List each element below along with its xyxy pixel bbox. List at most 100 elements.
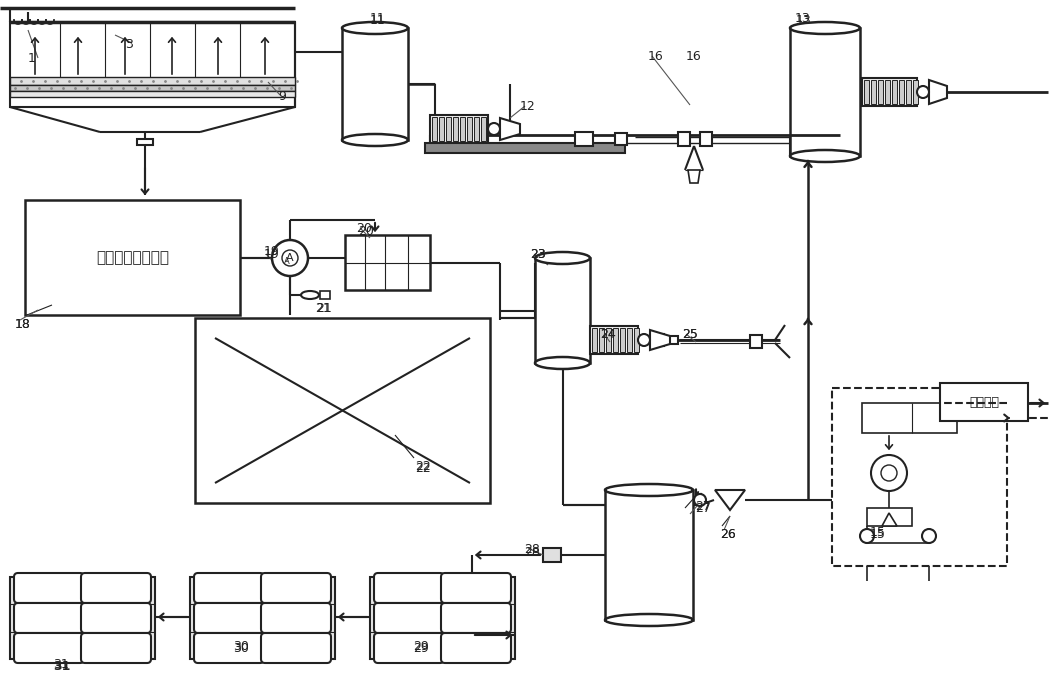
Bar	[446, 117, 452, 141]
Bar	[345, 235, 430, 290]
Text: 24: 24	[600, 328, 615, 341]
Text: 27: 27	[695, 500, 711, 513]
Bar	[872, 80, 876, 104]
Bar	[25, 200, 240, 315]
Bar	[867, 508, 912, 526]
Text: 18: 18	[15, 318, 30, 331]
FancyBboxPatch shape	[374, 633, 444, 663]
Bar	[862, 78, 917, 106]
Bar	[678, 132, 690, 146]
Bar	[481, 117, 486, 141]
Text: 25: 25	[682, 328, 698, 341]
Text: 9: 9	[278, 90, 286, 103]
Bar	[430, 115, 488, 143]
Bar	[878, 80, 883, 104]
Bar	[700, 132, 712, 146]
FancyBboxPatch shape	[81, 633, 151, 663]
Polygon shape	[650, 330, 670, 350]
Bar	[474, 117, 479, 141]
Text: 3: 3	[125, 38, 133, 51]
Bar	[605, 490, 693, 620]
Bar	[864, 80, 869, 104]
FancyBboxPatch shape	[441, 633, 511, 663]
FancyBboxPatch shape	[194, 633, 264, 663]
Text: 19: 19	[264, 245, 279, 258]
Bar	[832, 388, 1007, 566]
Ellipse shape	[605, 614, 693, 626]
Ellipse shape	[342, 22, 408, 34]
Text: 垃圾滲濾液收集池: 垃圾滲濾液收集池	[96, 250, 169, 265]
Bar	[892, 80, 897, 104]
Bar	[620, 328, 625, 352]
Circle shape	[272, 240, 308, 276]
Bar	[432, 117, 437, 141]
Bar	[10, 77, 295, 85]
Text: 27: 27	[695, 502, 711, 515]
Text: 1: 1	[28, 52, 36, 65]
Circle shape	[872, 455, 907, 491]
Bar	[615, 133, 627, 145]
Bar	[790, 28, 860, 156]
Text: 11: 11	[370, 14, 385, 27]
Text: 21: 21	[316, 302, 332, 315]
Bar	[439, 117, 444, 141]
FancyBboxPatch shape	[81, 603, 151, 633]
Text: 31: 31	[52, 658, 68, 671]
Bar	[575, 132, 593, 146]
Text: 21: 21	[315, 302, 331, 315]
Text: 30: 30	[233, 640, 249, 653]
FancyBboxPatch shape	[261, 603, 331, 633]
Circle shape	[917, 86, 929, 98]
Ellipse shape	[790, 22, 860, 34]
FancyBboxPatch shape	[261, 633, 331, 663]
FancyBboxPatch shape	[14, 633, 84, 663]
FancyBboxPatch shape	[374, 573, 444, 603]
Bar	[327, 577, 335, 659]
Bar	[899, 80, 904, 104]
Ellipse shape	[536, 252, 590, 264]
Text: 30: 30	[233, 642, 249, 655]
Ellipse shape	[605, 484, 693, 496]
Bar	[906, 80, 911, 104]
Text: 28: 28	[524, 546, 540, 559]
Text: A: A	[285, 256, 290, 265]
Bar	[885, 80, 890, 104]
Text: 18: 18	[15, 318, 30, 331]
Text: 24: 24	[600, 328, 615, 341]
Bar	[136, 139, 153, 145]
Text: A: A	[287, 253, 294, 263]
FancyBboxPatch shape	[81, 573, 151, 603]
Circle shape	[694, 494, 706, 506]
Bar	[195, 318, 490, 503]
Bar	[507, 577, 514, 659]
Bar	[750, 335, 762, 348]
Bar	[453, 117, 458, 141]
Bar	[320, 291, 330, 299]
Bar	[536, 258, 590, 363]
Bar	[592, 328, 597, 352]
Text: 19: 19	[264, 248, 279, 261]
Text: 12: 12	[520, 100, 536, 113]
Bar	[10, 85, 295, 91]
Circle shape	[860, 529, 874, 543]
Text: 13: 13	[795, 12, 811, 25]
Bar	[627, 328, 632, 352]
FancyBboxPatch shape	[374, 603, 444, 633]
Text: 20: 20	[358, 225, 374, 238]
Text: 22: 22	[415, 460, 430, 473]
Polygon shape	[929, 80, 947, 104]
Bar	[590, 326, 638, 354]
Bar	[190, 577, 198, 659]
Text: 16: 16	[648, 50, 664, 63]
Polygon shape	[882, 513, 897, 526]
FancyBboxPatch shape	[261, 573, 331, 603]
Circle shape	[881, 465, 897, 481]
Text: 16: 16	[686, 50, 701, 63]
FancyBboxPatch shape	[441, 603, 511, 633]
Text: 沼氣利用: 沼氣利用	[969, 395, 999, 409]
Ellipse shape	[790, 150, 860, 162]
FancyBboxPatch shape	[14, 603, 84, 633]
Text: 20: 20	[356, 222, 372, 235]
Circle shape	[488, 123, 500, 135]
Polygon shape	[715, 490, 746, 510]
